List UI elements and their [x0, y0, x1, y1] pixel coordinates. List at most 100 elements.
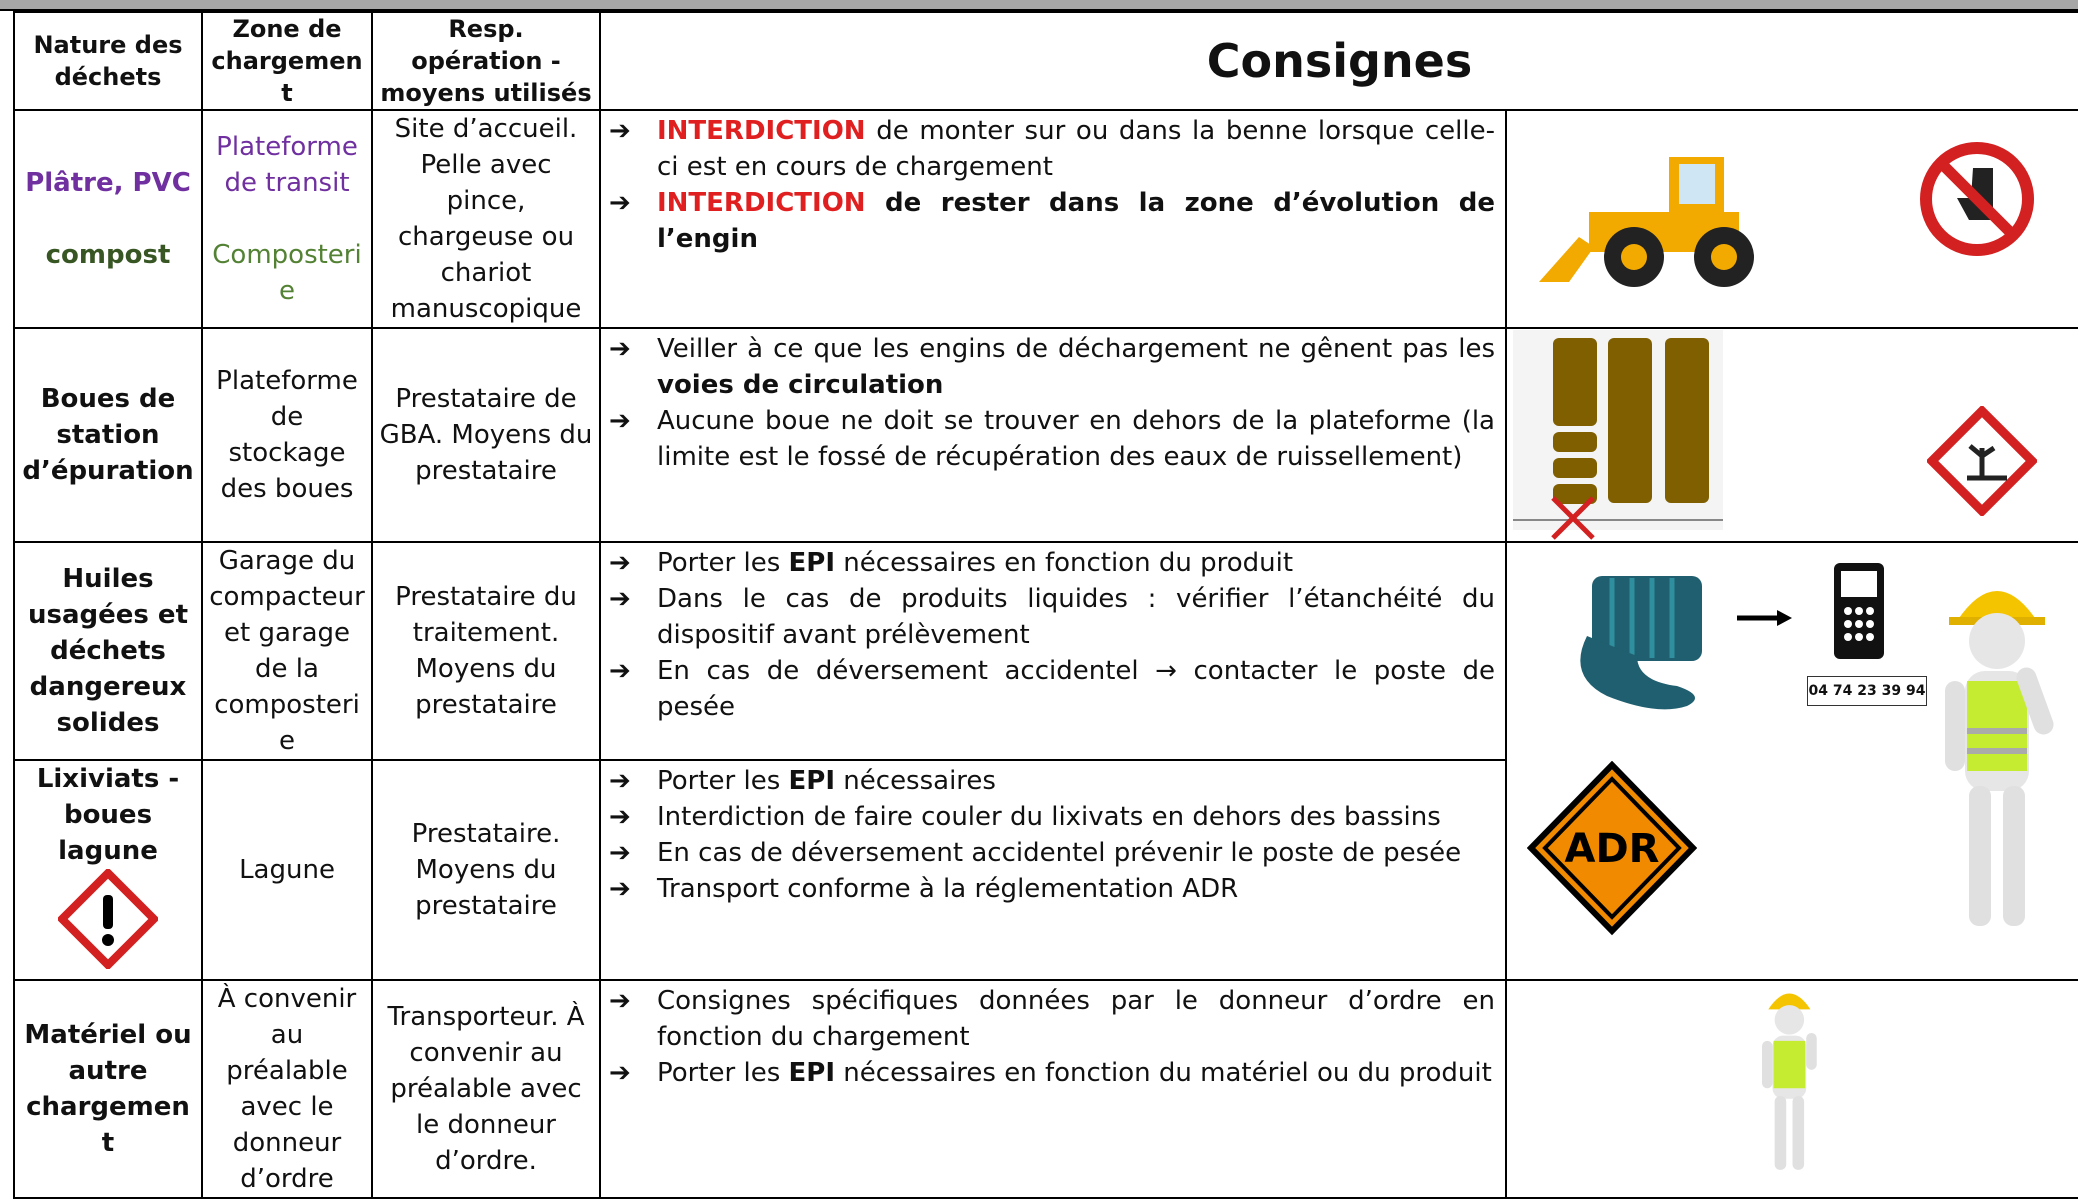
text-segment: En cas de déversement accidentel → conta… — [657, 656, 1495, 722]
text-segment: Garage du compacteur et garage de la com… — [209, 546, 365, 756]
text-segment: Veiller à ce que les engins de déchargem… — [657, 334, 1495, 364]
text-segment: Porter les — [657, 766, 789, 796]
text-segment: Plâtre, PVC — [25, 168, 191, 198]
text-segment: INTERDICTION — [657, 116, 866, 146]
zone-item: Plateforme de stockage des boues — [209, 363, 365, 507]
phone-icon — [1834, 562, 1884, 659]
bullet: Transport conforme à la réglementation A… — [602, 871, 1495, 907]
text-segment: Plateforme de stockage des boues — [216, 366, 358, 504]
hazard-icon — [56, 867, 160, 971]
text-segment: Lagune — [239, 855, 335, 885]
row: Huiles usagées et déchets dangereux soli… — [13, 541, 2078, 981]
nature-item: Plâtre, PVC — [21, 165, 195, 201]
header-cell: Zone de chargement — [201, 11, 373, 111]
row: Lixiviats - boues lagune Lagune Prestatair… — [13, 759, 2078, 981]
header-row: Nature des déchets Zone de chargement Re… — [13, 11, 2078, 111]
zone-cell: À convenir au préalable avec le donneur … — [201, 979, 373, 1199]
text-segment: Huiles usagées et déchets dangereux soli… — [28, 564, 188, 738]
consignes-cell: Porter les EPI nécessairesInterdiction d… — [599, 759, 1507, 981]
zone-item: À convenir au préalable avec le donneur … — [209, 982, 365, 1196]
worker-icon — [1762, 993, 1817, 1170]
text-segment: Transport conforme à la réglementation A… — [657, 874, 1239, 904]
bullet: Veiller à ce que les engins de déchargem… — [602, 331, 1495, 403]
images: 04 74 23 39 94 ADR — [1508, 546, 2077, 977]
no-entry-icon — [1920, 142, 2034, 256]
text-segment: En cas de déversement accidentel préveni… — [657, 838, 1462, 868]
nature-cell: Matériel ou autre chargement — [13, 979, 203, 1199]
zone-cell: Plateforme de transit Composterie — [201, 109, 373, 329]
consignes-cell: Consignes spécifiques données par le don… — [599, 979, 1507, 1199]
loader-icon — [1539, 157, 1754, 287]
instructions-table: Nature des déchets Zone de chargement Re… — [13, 11, 2078, 1199]
text-segment: de monter sur ou dans la benne lorsque c… — [657, 116, 1495, 182]
bullet: En cas de déversement accidentel → conta… — [602, 653, 1495, 725]
top-bar — [0, 0, 2078, 11]
text-segment: Interdiction de faire couler du lixivats… — [657, 802, 1441, 832]
text-segment: nécessaires en fonction du matériel ou d… — [835, 1058, 1492, 1088]
text-segment: À convenir au préalable avec le donneur … — [217, 984, 357, 1194]
text-segment: Porter les — [657, 548, 789, 578]
consignes-cell: INTERDICTION de monter sur ou dans la be… — [599, 109, 1507, 329]
images — [1508, 112, 2077, 326]
consignes-cell: Veiller à ce que les engins de déchargem… — [599, 327, 1507, 543]
nature-item: Huiles usagées et déchets dangereux soli… — [21, 561, 195, 741]
bullet: INTERDICTION de rester dans la zone d’év… — [602, 185, 1495, 257]
nature-item: Boues de station d’épuration — [21, 381, 195, 489]
text-segment: EPI — [788, 548, 836, 578]
barrel-icon — [1580, 575, 1702, 709]
nature-cell: Plâtre, PVC compost — [13, 109, 203, 329]
text-segment: Porter les — [657, 1058, 789, 1088]
row: Matériel ou autre chargement À convenir a… — [13, 979, 2078, 1199]
text-segment: nécessaires en fonction du produit — [835, 548, 1294, 578]
resp-cell: Prestataire. Moyens du prestataire — [371, 759, 601, 981]
text-segment: nécessaires — [835, 766, 996, 796]
text-segment: Matériel ou autre chargement — [24, 1020, 192, 1158]
header-title: Consignes — [598, 11, 2078, 111]
bullet: Dans le cas de produits liquides : vérif… — [602, 581, 1495, 653]
zone-item: Plateforme de transit — [209, 129, 365, 201]
text-segment: Dans le cas de produits liquides : vérif… — [657, 584, 1495, 650]
row: Boues de station d’épuration Plateforme d… — [13, 327, 2078, 543]
zone-cell: Garage du compacteur et garage de la com… — [201, 541, 373, 761]
bullet: Interdiction de faire couler du lixivats… — [602, 799, 1495, 835]
text-segment: Plateforme de transit — [216, 132, 358, 198]
text-segment: EPI — [788, 1058, 836, 1088]
bullet: Porter les EPI nécessaires en fonction d… — [602, 545, 1495, 581]
phone-number: 04 74 23 39 94 — [1807, 675, 1927, 706]
adr-icon: ADR — [1527, 760, 1697, 935]
adr-label: ADR — [1565, 826, 1660, 872]
text-segment: de rester dans la zone d’évolution de l’… — [657, 188, 1495, 254]
header-cell: Resp. opération - moyens utilisés — [371, 11, 601, 111]
text-segment: voies de circulation — [657, 370, 944, 400]
resp-cell: Site d’accueil. Pelle avec pince, charge… — [371, 109, 601, 329]
bullet: Porter les EPI nécessaires — [602, 763, 1495, 799]
text-segment: Aucune boue ne doit se trouver en dehors… — [657, 406, 1495, 472]
zone-cell: Lagune — [201, 759, 373, 981]
zone-item: Garage du compacteur et garage de la com… — [209, 544, 365, 758]
bullet: En cas de déversement accidentel préveni… — [602, 835, 1495, 871]
text-segment: EPI — [788, 766, 836, 796]
worker-icon — [1945, 590, 2054, 926]
zone-item: Composterie — [209, 237, 365, 309]
resp-cell: Prestataire de GBA. Moyens du prestatair… — [371, 327, 601, 543]
row: Plâtre, PVC compost Plateforme de transit C… — [13, 109, 2078, 329]
images — [1508, 983, 2077, 1195]
images — [1508, 330, 2077, 540]
bullet: Consignes spécifiques données par le don… — [602, 983, 1495, 1055]
bullet: INTERDICTION de monter sur ou dans la be… — [602, 113, 1495, 185]
nature-cell: Boues de station d’épuration — [13, 327, 203, 543]
resp-cell: Prestataire du traitement. Moyens du pre… — [371, 541, 601, 761]
zone-item: Lagune — [209, 852, 365, 888]
nature-item: compost — [21, 237, 195, 273]
nature-item: Lixiviats - boues lagune — [21, 762, 195, 869]
text-segment: compost — [45, 240, 171, 270]
text-segment: Lixiviats - boues lagune — [36, 764, 180, 866]
storage-icon — [1513, 330, 1723, 540]
text-segment: INTERDICTION — [657, 188, 866, 218]
bullet: Aucune boue ne doit se trouver en dehors… — [602, 403, 1495, 475]
arrow-icon — [1737, 609, 1792, 626]
bullet: Porter les EPI nécessaires en fonction d… — [602, 1055, 1495, 1091]
consignes-cell: Porter les EPI nécessaires en fonction d… — [599, 541, 1507, 761]
header-cell: Nature des déchets — [13, 11, 203, 111]
